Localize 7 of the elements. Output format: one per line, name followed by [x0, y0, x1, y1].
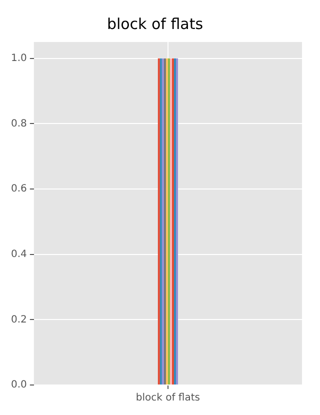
y-tick-label: 0.4	[10, 248, 27, 260]
y-tick-label: 0.6	[10, 184, 27, 195]
y-tick-label: 0.2	[10, 314, 27, 326]
y-tick-label: 1.0	[10, 52, 27, 64]
text: block of flats	[136, 392, 200, 404]
y-tick-label: 0.8	[10, 118, 27, 130]
y-tick-label: 0.0	[10, 380, 27, 391]
